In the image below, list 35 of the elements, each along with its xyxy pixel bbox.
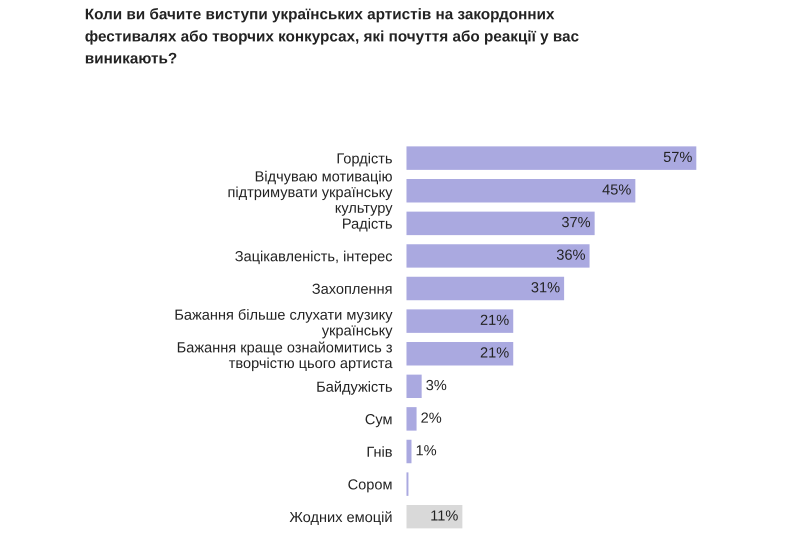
data-label: 36%: [556, 250, 585, 260]
bar: [406, 309, 514, 333]
data-label: 57%: [664, 152, 692, 162]
bar: [406, 179, 636, 202]
data-label: 2%: [421, 412, 442, 423]
y-tick-label: Гордість: [338, 152, 392, 166]
bar: [406, 212, 595, 236]
data-label: 21%: [480, 314, 509, 325]
y-tick-label: Бажання краще ознайомитись з творчістю цього артиста: [178, 342, 393, 372]
y-tick-label: Гнів: [368, 446, 392, 457]
y-tick-label: Бажання більше слухати музику українську: [176, 308, 392, 338]
bar: [406, 504, 462, 528]
bar: [406, 244, 590, 268]
bar: [406, 374, 422, 398]
bar: [406, 407, 417, 431]
bar: [406, 440, 412, 464]
data-label: 3%: [426, 380, 446, 390]
data-label: 11%: [431, 510, 458, 521]
y-tick-label: Сум: [366, 414, 392, 428]
y-tick-label: Зацікавленість, інтерес: [235, 250, 392, 264]
bar: [406, 342, 514, 366]
y-tick-label: Жодних емоцій: [290, 511, 392, 525]
chart-title: Коли ви бачите виступи українських артистів на закордонних фестивалях або творчих конкурсах, які почуття або реакції у вас виникають?: [85, 8, 579, 64]
y-tick-label: Байдужість: [317, 380, 392, 395]
data-label: 1%: [416, 445, 436, 456]
data-label: 31%: [531, 282, 560, 292]
data-label: 21%: [480, 347, 509, 358]
y-tick-label: Захоплення: [312, 284, 392, 294]
y-tick-label: Сором: [348, 479, 392, 492]
bar: [406, 146, 696, 170]
y-tick-label: Відчуваю мотивацію підтримувати українську культуру: [228, 170, 392, 216]
y-tick-label: Радість: [343, 218, 392, 232]
data-label: 37%: [562, 216, 590, 228]
bar: [406, 276, 564, 300]
data-label: 45%: [602, 184, 631, 195]
